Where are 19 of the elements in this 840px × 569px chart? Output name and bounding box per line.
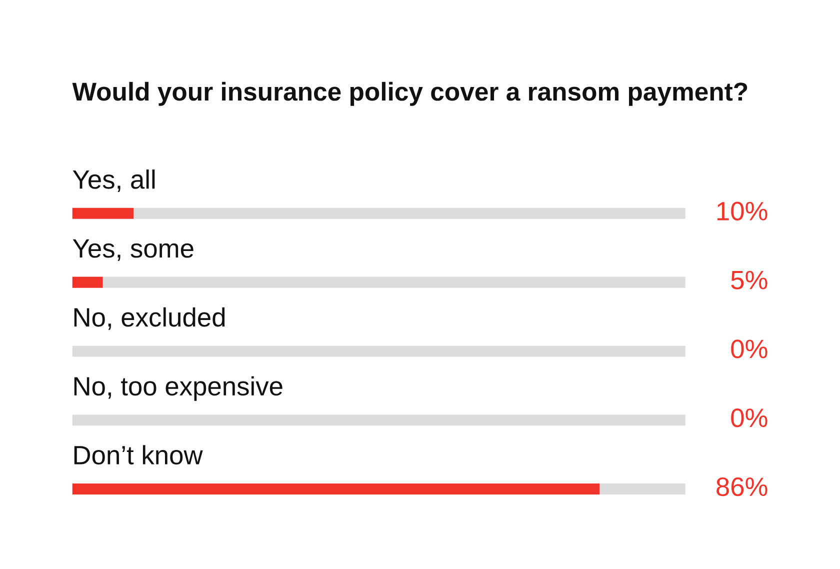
data-label: 5%	[731, 270, 768, 290]
y-tick-label: Yes, all	[72, 170, 155, 192]
bar	[72, 346, 686, 357]
data-label: 10%	[717, 202, 768, 220]
bar	[134, 208, 686, 219]
bar	[600, 484, 686, 495]
bar	[72, 484, 600, 495]
bar	[72, 414, 686, 426]
data-label: 0%	[731, 340, 768, 358]
y-tick-label: Don’t know	[74, 445, 203, 465]
y-tick-label: Yes, some	[72, 239, 194, 261]
chart-title: Would your insurance policy cover a ransom payment?	[72, 82, 748, 106]
data-label: 86%	[716, 477, 768, 496]
bar	[72, 276, 103, 288]
y-tick-label: No, excluded	[74, 307, 225, 330]
y-tick-label: No, too expensive	[74, 376, 282, 401]
bar	[102, 276, 686, 288]
data-label: 0%	[731, 408, 768, 428]
bar	[72, 208, 134, 219]
